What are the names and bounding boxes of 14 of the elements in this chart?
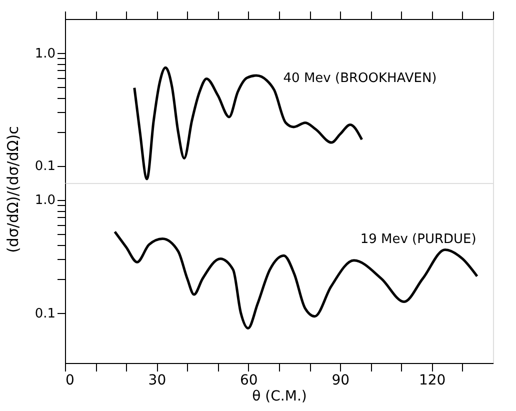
y-tick-label: 0.1 xyxy=(34,306,56,322)
line-series xyxy=(114,230,478,330)
x-tick-label: 90 xyxy=(332,372,350,388)
x-tick-label: 0 xyxy=(66,372,74,388)
x-tick-label: 60 xyxy=(240,372,258,388)
y-tick-label: 1.0 xyxy=(34,46,56,62)
x-tick-label: 120 xyxy=(418,372,446,388)
annotation: 40 Mev (BROOKHAVEN) xyxy=(283,71,437,86)
x-tick-label: 30 xyxy=(148,372,166,388)
y-tick-label: 0.1 xyxy=(34,159,56,174)
x-axis-title: θ (C.M.) xyxy=(252,388,307,404)
y-tick-label: 1.0 xyxy=(34,193,56,208)
y-axis-title: (dσ/dΩ)/(dσ/dΩ)c xyxy=(4,126,22,253)
annotation: 19 Mev (PURDUE) xyxy=(360,232,476,247)
